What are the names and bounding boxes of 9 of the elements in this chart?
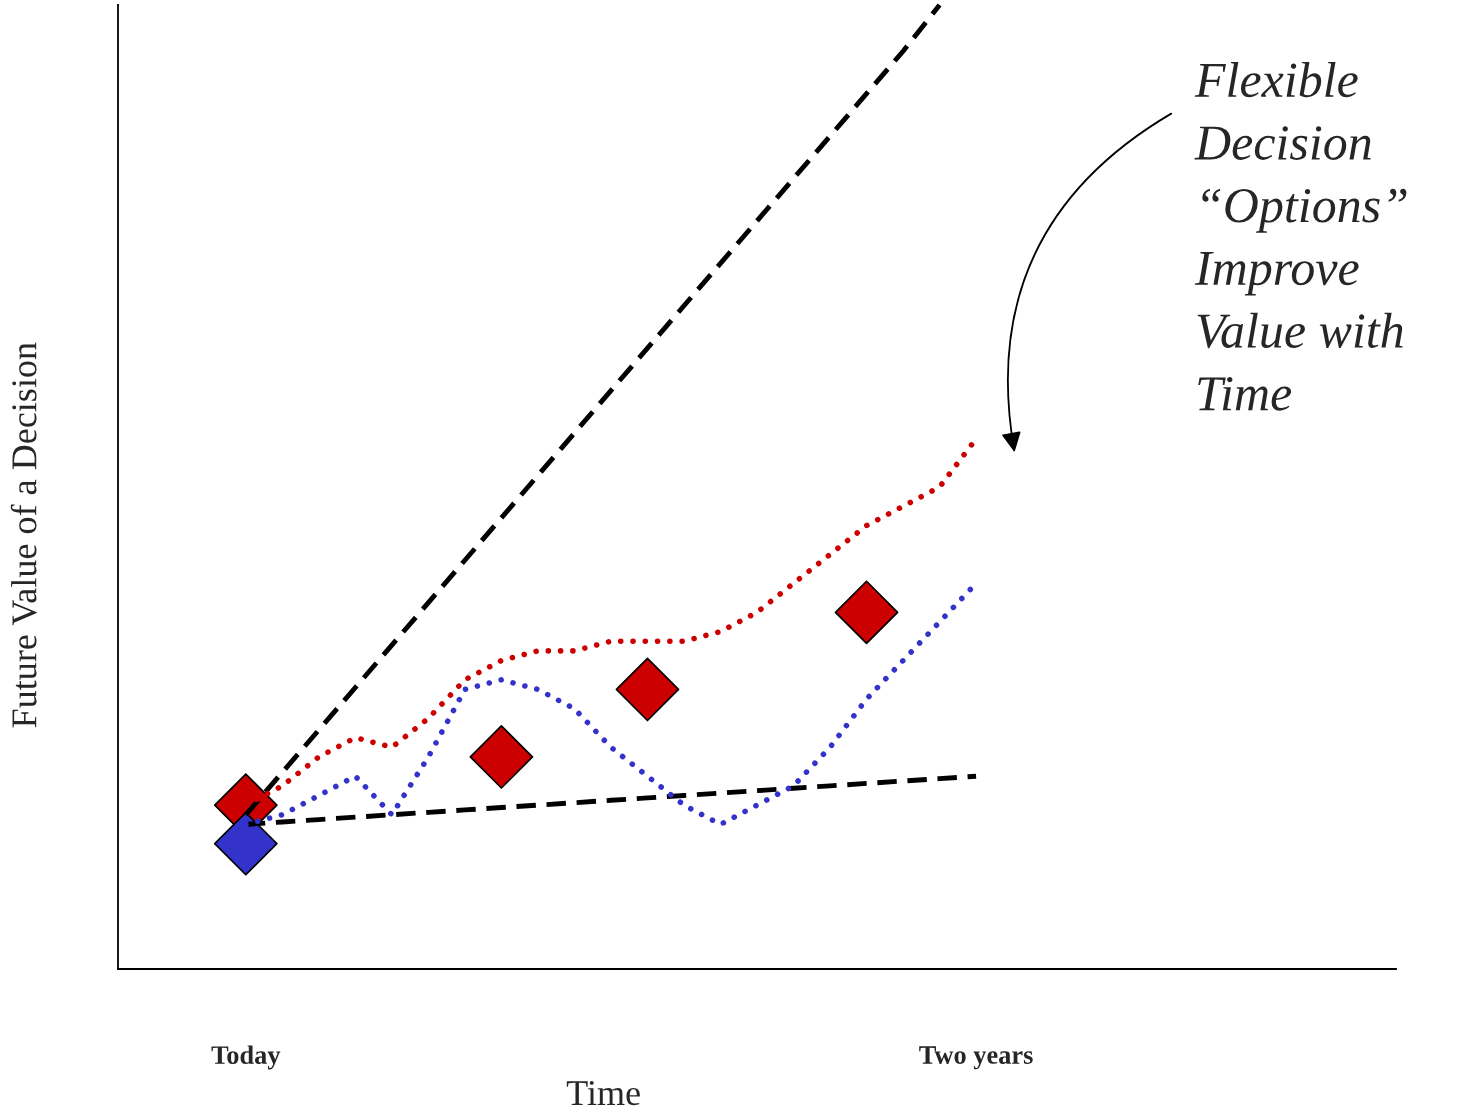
point xyxy=(469,725,534,789)
annotation: Flexible Decision “Options” Improve Value with Time xyxy=(1194,62,1407,411)
point xyxy=(213,811,278,876)
x-tick-label: Today xyxy=(211,1045,281,1070)
point xyxy=(615,657,680,722)
x-tick-label: Two years xyxy=(919,1046,1033,1070)
point xyxy=(834,580,899,645)
y-axis-title: Future Value of a Decision xyxy=(10,342,37,728)
x-axis-title: Time xyxy=(566,1081,640,1106)
